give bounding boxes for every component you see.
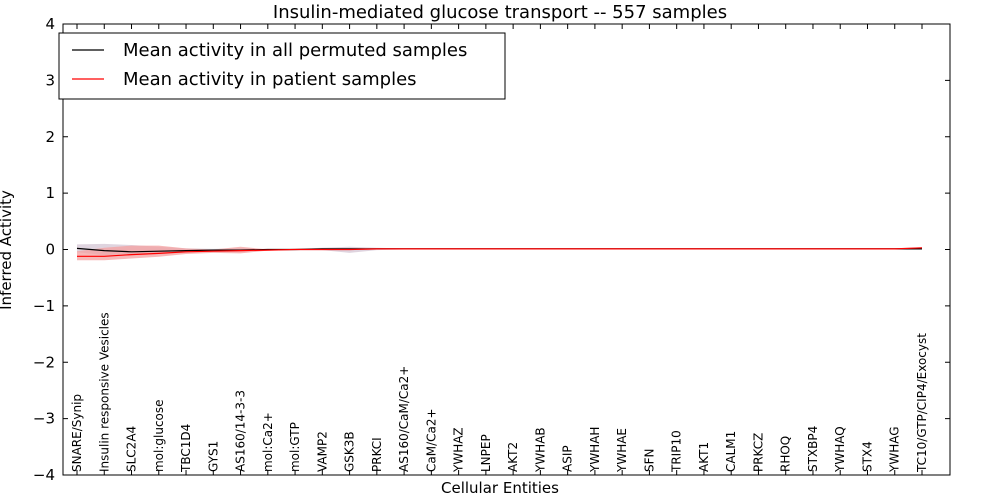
x-tick-label: LNPEP bbox=[479, 434, 493, 472]
x-tick-label: YWHAG bbox=[888, 426, 902, 473]
x-tick-label: TBC1D4 bbox=[179, 424, 193, 473]
x-tick-label: SNARE/Synip bbox=[70, 394, 84, 472]
x-tick-label: YWHAE bbox=[615, 428, 629, 473]
y-tick-label: 3 bbox=[45, 71, 55, 89]
y-axis-label: Inferred Activity bbox=[0, 190, 15, 310]
x-tick-label: AS160/CaM/Ca2+ bbox=[397, 366, 411, 472]
x-tick-label: ASIP bbox=[561, 445, 575, 472]
x-tick-label: VAMP2 bbox=[315, 431, 329, 472]
series-lines bbox=[76, 247, 923, 257]
x-tick-label: YWHAB bbox=[533, 427, 547, 473]
y-tick-label: −2 bbox=[33, 353, 55, 371]
y-tick-label: 2 bbox=[45, 128, 55, 146]
confidence-bands bbox=[77, 243, 922, 261]
x-tick-label: STXBP4 bbox=[806, 426, 820, 472]
x-tick-label: mol:glucose bbox=[152, 399, 166, 472]
x-tick-label: GSK3B bbox=[343, 431, 357, 472]
x-tick-label: AKT1 bbox=[697, 442, 711, 472]
x-axis: SNARE/Synip Insulin responsive Vesicles SL… bbox=[70, 24, 929, 475]
x-tick-label: TC10/GTP/CIP4/Exocyst bbox=[915, 333, 929, 473]
x-tick-label: Insulin responsive Vesicles bbox=[97, 312, 111, 472]
x-tick-label: YWHAH bbox=[588, 427, 602, 473]
y-tick-label: −3 bbox=[33, 410, 55, 428]
x-tick-label: PRKCZ bbox=[751, 433, 765, 472]
y-tick-label: −4 bbox=[33, 466, 55, 484]
x-tick-label: RHOQ bbox=[779, 436, 793, 472]
y-tick-label: 4 bbox=[45, 15, 55, 33]
legend: Mean activity in all permuted samples Me… bbox=[58, 32, 506, 100]
legend-box bbox=[58, 32, 506, 100]
x-tick-label: CaM/Ca2+ bbox=[424, 408, 438, 472]
x-tick-label: YWHAQ bbox=[833, 426, 847, 473]
x-tick-label: AS160/14-3-3 bbox=[234, 390, 248, 472]
band-series-1 bbox=[77, 245, 922, 261]
y-axis: −4 −3 −2 −1 0 1 2 3 4 bbox=[33, 15, 950, 484]
legend-label-patient: Mean activity in patient samples bbox=[123, 69, 417, 90]
x-tick-label: STX4 bbox=[860, 441, 874, 472]
x-tick-label: mol:GTP bbox=[288, 422, 302, 472]
y-tick-label: 0 bbox=[45, 241, 55, 259]
chart-title: Insulin-mediated glucose transport -- 55… bbox=[273, 2, 727, 23]
legend-label-permuted: Mean activity in all permuted samples bbox=[123, 40, 467, 61]
x-tick-label: CALM1 bbox=[724, 431, 738, 472]
y-tick-label: 1 bbox=[45, 184, 55, 202]
x-tick-label: PRKCI bbox=[370, 437, 384, 472]
x-tick-label: YWHAZ bbox=[452, 427, 466, 473]
x-tick-label: SFN bbox=[642, 449, 656, 473]
y-tick-label: −1 bbox=[33, 297, 55, 315]
x-tick-label: SLC2A4 bbox=[125, 426, 139, 472]
x-axis-label: Cellular Entities bbox=[441, 479, 559, 497]
x-tick-label: AKT2 bbox=[506, 442, 520, 472]
x-tick-label: TRIP10 bbox=[670, 430, 684, 473]
line-series-1 bbox=[77, 247, 923, 257]
x-tick-label: mol:Ca2+ bbox=[261, 412, 275, 472]
x-tick-label: GYS1 bbox=[206, 441, 220, 472]
